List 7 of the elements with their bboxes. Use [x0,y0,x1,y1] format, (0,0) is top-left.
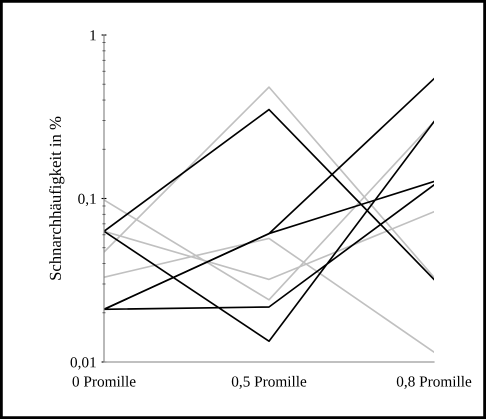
x-tick-label: 0,8 Promille [396,376,472,389]
y-axis-title: Schnarchhäufigkeit in % [49,116,64,280]
y-tick-label: 1 [90,30,96,40]
y-tick-label: 0,1 [78,194,96,206]
x-tick-label: 0,5 Promille [232,376,306,389]
y-tick-label: 0,01 [70,357,96,370]
x-tick-label: 0 Promille [72,376,136,387]
